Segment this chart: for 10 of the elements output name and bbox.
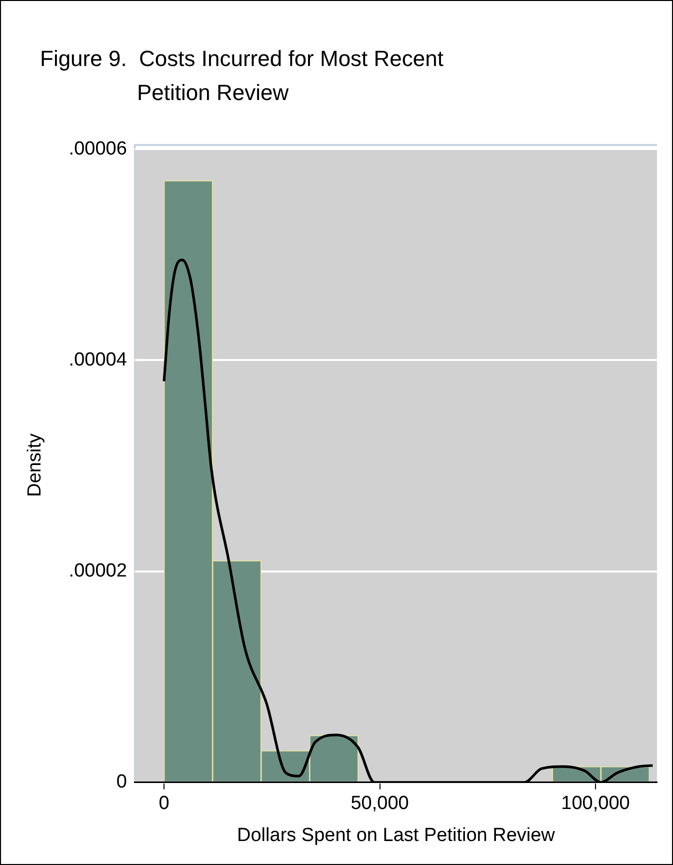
x-axis-title: Dollars Spent on Last Petition Review <box>237 824 556 846</box>
x-tick-label: 50,000 <box>350 793 409 814</box>
y-tick-label: .00006 <box>68 138 127 160</box>
y-tick-label: 0 <box>116 772 127 793</box>
y-tick-label: .00004 <box>68 349 128 370</box>
y-axis-title: Density <box>24 433 46 497</box>
x-tick-label: 0 <box>158 793 170 814</box>
chart-title: Figure 9. Costs Incurred for Most Recent Petition Review <box>40 45 444 107</box>
x-tick-label: 100,000 <box>561 793 630 814</box>
y-tick-label: .00002 <box>68 560 127 582</box>
